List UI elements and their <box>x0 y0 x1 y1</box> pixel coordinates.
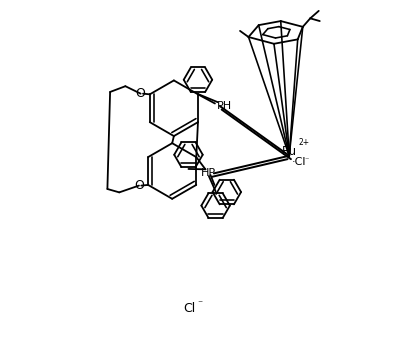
Text: PH: PH <box>217 101 232 111</box>
Text: HP: HP <box>201 168 216 179</box>
Text: 2+: 2+ <box>299 138 310 147</box>
Text: ⁻: ⁻ <box>198 300 203 310</box>
Text: ⁻: ⁻ <box>305 155 309 164</box>
Text: Ru: Ru <box>282 145 297 158</box>
Text: O: O <box>134 179 144 192</box>
Text: Cl: Cl <box>183 302 195 315</box>
Text: O: O <box>135 87 145 100</box>
Text: ·Cl: ·Cl <box>292 157 306 167</box>
